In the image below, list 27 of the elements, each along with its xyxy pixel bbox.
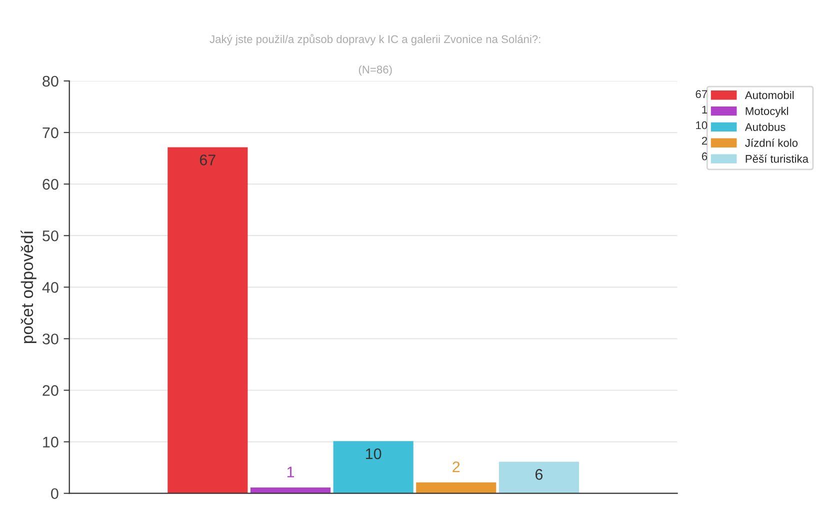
text: 6 [702,152,708,160]
chart-title: Jaký jste použil/a způsob dopravy k IC a galerii Zvonice na Soláni?: [210,34,540,46]
text: 2 [702,136,708,145]
y-tick-label: 20 [42,385,58,396]
text: 10 [696,121,708,130]
data-label: 6 [535,469,543,480]
legend-label: Autobus [744,122,786,131]
data-label: 10 [366,448,382,460]
text: 67 [696,90,708,98]
legend-label: Jízdní kolo [745,138,798,147]
data-label: 2 [452,461,460,472]
y-tick-label: 30 [42,334,58,344]
text: 1 [702,106,708,114]
y-tick-label: 80 [42,76,58,87]
chart-subtitle: (N=86) [358,65,392,76]
data-label: 1 [287,466,294,478]
y-axis-title: počet odpovědí [20,230,36,344]
legend-label: Motocykl [746,106,788,118]
y-tick-label: 70 [42,127,58,138]
y-tick-label: 10 [43,436,58,448]
y-tick-label: 50 [42,230,58,242]
legend-label: Pěší turistika [746,154,809,163]
y-tick-label: 0 [51,488,58,500]
legend-label: Automobil [744,90,794,100]
y-tick-label: 40 [42,282,58,293]
data-label: 67 [200,154,216,166]
y-tick-label: 60 [42,178,58,190]
